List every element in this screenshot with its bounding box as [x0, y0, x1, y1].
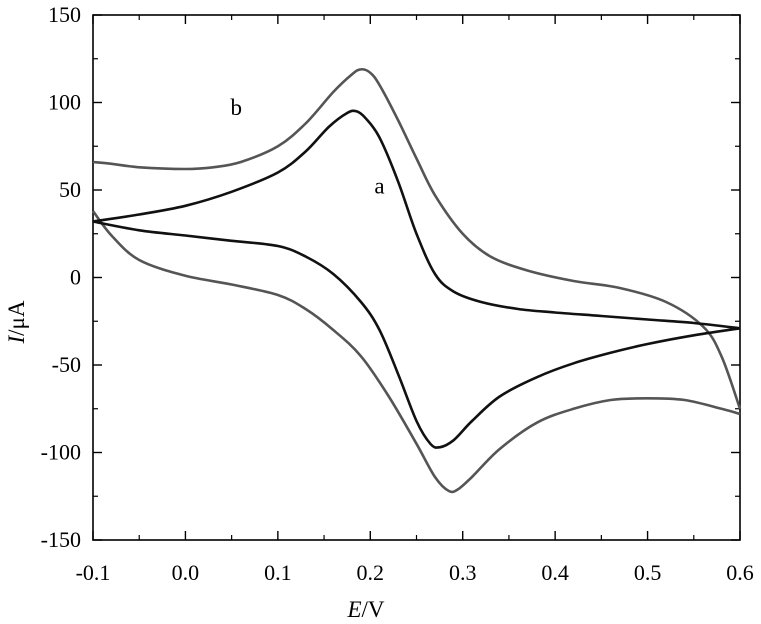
- x-tick-label: 0.5: [634, 560, 662, 585]
- series-b-upper-curve: [93, 69, 740, 409]
- y-axis-label: I/μA: [4, 300, 29, 344]
- series-b-lower-curve: [93, 211, 740, 492]
- y-tick-label: -50: [52, 352, 81, 377]
- y-tick-label: 100: [48, 90, 81, 115]
- y-tick-label: -150: [41, 527, 81, 552]
- series-a-lower-curve: [93, 222, 740, 448]
- x-tick-label: 0.1: [264, 560, 292, 585]
- y-tick-label: 50: [59, 177, 81, 202]
- y-tick-label: -100: [41, 440, 81, 465]
- x-tick-label: 0.3: [449, 560, 477, 585]
- tick-labels: -0.1 0.0 0.1 0.2 0.3 0.4 0.5 0.6 -150 -100 -50 0 50 1…: [41, 2, 754, 585]
- y-tick-label: 0: [70, 265, 81, 290]
- x-tick-label: 0.4: [541, 560, 569, 585]
- curve-label-b: b: [231, 95, 243, 120]
- curve-label-a: a: [374, 174, 384, 199]
- series-a-upper-curve: [93, 111, 740, 329]
- y-tick-label: 150: [48, 2, 81, 27]
- x-tick-label: -0.1: [76, 560, 111, 585]
- x-tick-label: 0.6: [726, 560, 754, 585]
- x-axis-label: E/V: [346, 597, 384, 622]
- x-tick-label: 0.2: [357, 560, 385, 585]
- x-tick-label: 0.0: [172, 560, 200, 585]
- data-curves: [93, 69, 740, 492]
